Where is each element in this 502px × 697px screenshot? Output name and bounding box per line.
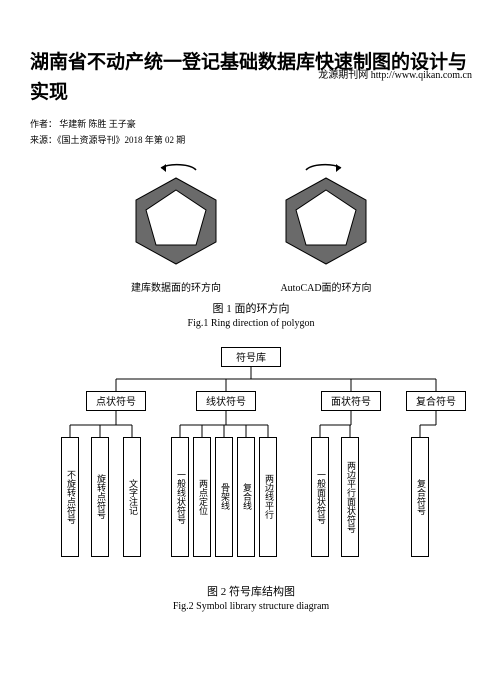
fig1-caption-en: Fig.1 Ring direction of polygon (0, 318, 502, 329)
tree-leaf-10: 复合符号 (411, 437, 429, 557)
tree-leaf-9: 两边平行面状符号 (341, 437, 359, 557)
tree-l2-3: 复合符号 (406, 391, 466, 411)
tree-l2-0: 点状符号 (86, 391, 146, 411)
tree-l2-2: 面状符号 (321, 391, 381, 411)
header-source: 龙源期刊网 http://www.qikan.com.cn (318, 66, 472, 81)
fig2-caption-en: Fig.2 Symbol library structure diagram (0, 601, 502, 612)
fig1-caption-cn: 图 1 面的环方向 (0, 300, 502, 316)
tree-leaf-0: 不旋转点符号 (61, 437, 79, 557)
tree-leaf-7: 两边线平行 (259, 437, 277, 557)
tree-root: 符号库 (221, 347, 281, 367)
source-line: 来源：《国土资源导刊》2018 年第 02 期 (30, 133, 472, 147)
tree-leaf-1: 旋转点符号 (91, 437, 109, 557)
tree-leaf-4: 两点定位 (193, 437, 211, 557)
tree-l2-1: 线状符号 (196, 391, 256, 411)
figure-2: 符号库点状符号线状符号面状符号复合符号不旋转点符号旋转点符号文字注记一般线状符号… (0, 347, 502, 612)
hex-right: AutoCAD面的环方向 (266, 160, 386, 294)
tree-leaf-8: 一般面状符号 (311, 437, 329, 557)
tree-leaf-5: 骨架线 (215, 437, 233, 557)
tree-leaf-6: 复合线 (237, 437, 255, 557)
hex-left: 建库数据面的环方向 (116, 160, 236, 294)
tree-leaf-3: 一般线状符号 (171, 437, 189, 557)
author-line: 作者： 华建新 陈胜 王子豪 (30, 117, 472, 131)
hex-left-caption: 建库数据面的环方向 (116, 279, 236, 294)
hex-right-caption: AutoCAD面的环方向 (266, 279, 386, 294)
tree-leaf-2: 文字注记 (123, 437, 141, 557)
fig2-caption-cn: 图 2 符号库结构图 (0, 583, 502, 599)
figure-1: 建库数据面的环方向 AutoCAD面的环方向 图 1 面的环方向 Fig.1 R… (0, 160, 502, 329)
